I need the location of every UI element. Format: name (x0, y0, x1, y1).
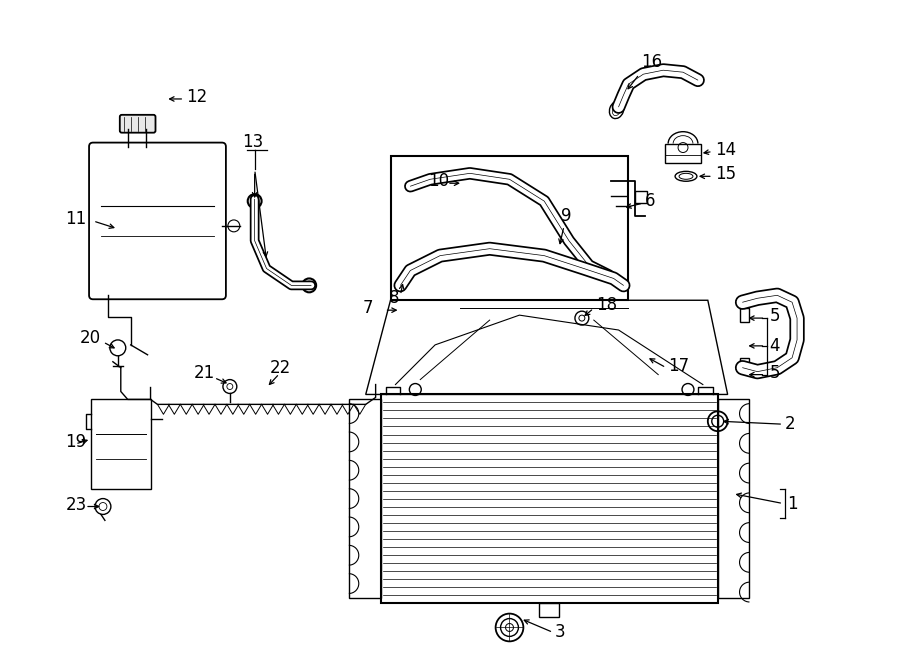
Text: 8: 8 (389, 290, 399, 307)
Text: 20: 20 (80, 329, 102, 347)
Bar (381, 395, 717, 603)
Text: 17: 17 (668, 357, 689, 375)
Text: 1: 1 (788, 494, 797, 512)
Bar (635, 191, 647, 203)
Text: 12: 12 (186, 88, 208, 106)
Text: 16: 16 (642, 54, 662, 71)
Text: 2: 2 (785, 415, 796, 433)
Bar (665, 143, 701, 163)
Text: 14: 14 (715, 141, 736, 159)
Text: 5: 5 (770, 307, 779, 325)
Text: 6: 6 (645, 192, 656, 210)
Text: 7: 7 (363, 299, 374, 317)
Bar (391, 157, 628, 300)
Bar (91, 399, 150, 488)
Ellipse shape (675, 171, 697, 181)
Text: 11: 11 (66, 210, 86, 228)
Bar (349, 399, 381, 598)
Text: 4: 4 (770, 337, 779, 355)
Text: 15: 15 (715, 165, 736, 183)
Text: 9: 9 (561, 207, 572, 225)
Bar (717, 399, 750, 598)
Text: 3: 3 (555, 623, 566, 641)
Text: 13: 13 (242, 133, 263, 151)
FancyBboxPatch shape (120, 115, 156, 133)
Text: 21: 21 (194, 364, 215, 381)
Bar (740, 358, 750, 371)
Text: 18: 18 (596, 296, 617, 314)
Text: 5: 5 (770, 364, 779, 381)
Bar (740, 308, 750, 322)
Text: 10: 10 (428, 173, 449, 190)
Text: 19: 19 (66, 433, 86, 451)
Text: 23: 23 (66, 496, 86, 514)
Bar (539, 603, 559, 617)
Text: 22: 22 (269, 359, 291, 377)
